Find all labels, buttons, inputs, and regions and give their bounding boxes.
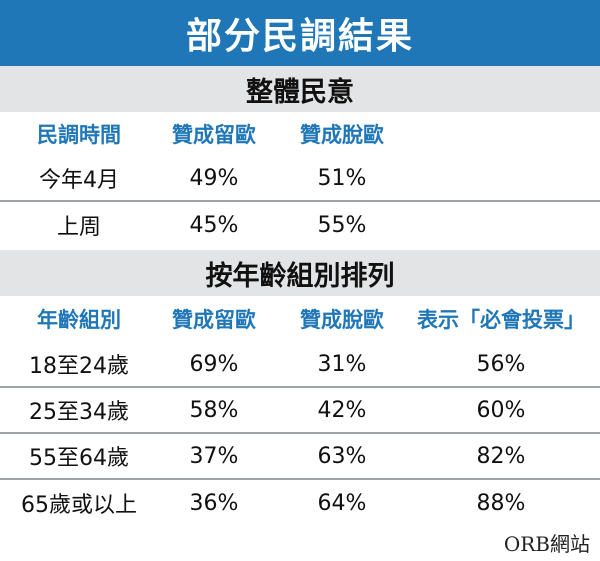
table-cell: 18至24歲	[29, 354, 129, 379]
table-cell: 60%	[476, 397, 526, 423]
table-cell: 42%	[317, 397, 367, 423]
table-cell: 88%	[476, 490, 526, 516]
chart-title: 部分民調結果	[0, 0, 600, 66]
table-cell: 56%	[476, 351, 526, 377]
column-header: 年齡組別	[37, 308, 121, 332]
section-title-overall: 整體民意	[0, 66, 600, 112]
table-row: 55至64歲 37% 63% 82%	[0, 434, 600, 480]
column-header: 贊成留歐	[172, 123, 256, 147]
column-header-row: 年齡組別 贊成留歐 贊成脫歐 表示「必會投票」	[0, 296, 600, 342]
table-cell: 上周	[56, 215, 101, 240]
table-row: 25至34歲 58% 42% 60%	[0, 388, 600, 434]
column-header: 表示「必會投票」	[417, 308, 585, 332]
table-row: 65歲或以上 36% 64% 88%	[0, 480, 600, 526]
table-cell: 55至64歲	[29, 446, 129, 471]
table-cell: 31%	[317, 351, 367, 377]
table-cell: 69%	[189, 351, 239, 377]
column-header-row: 民調時間 贊成留歐 贊成脫歐	[0, 112, 600, 156]
table-cell: 58%	[189, 397, 239, 423]
column-header: 民調時間	[37, 123, 121, 147]
table-cell: 55%	[317, 212, 367, 238]
table-cell: 64%	[317, 490, 367, 516]
column-header: 贊成脫歐	[300, 308, 384, 332]
column-header: 贊成脫歐	[300, 123, 384, 147]
table-cell: 25至34歲	[29, 400, 129, 425]
column-header: 贊成留歐	[172, 308, 256, 332]
table-cell: 82%	[476, 443, 526, 469]
table-cell: 今年4月	[39, 168, 119, 193]
table-cell: 45%	[189, 212, 239, 238]
table-cell: 36%	[189, 490, 239, 516]
table-cell: 51%	[317, 165, 367, 191]
table-row: 18至24歲 69% 31% 56%	[0, 342, 600, 388]
table-cell: 65歲或以上	[21, 493, 137, 518]
table-cell: 49%	[189, 165, 239, 191]
section-title-by-age: 按年齡組別排列	[0, 250, 600, 296]
table-row: 今年4月 49% 51%	[0, 156, 600, 202]
table-cell: 37%	[189, 443, 239, 469]
table-cell: 63%	[317, 443, 367, 469]
table-row: 上周 45% 55%	[0, 202, 600, 248]
source-credit: ORB網站	[503, 532, 590, 556]
